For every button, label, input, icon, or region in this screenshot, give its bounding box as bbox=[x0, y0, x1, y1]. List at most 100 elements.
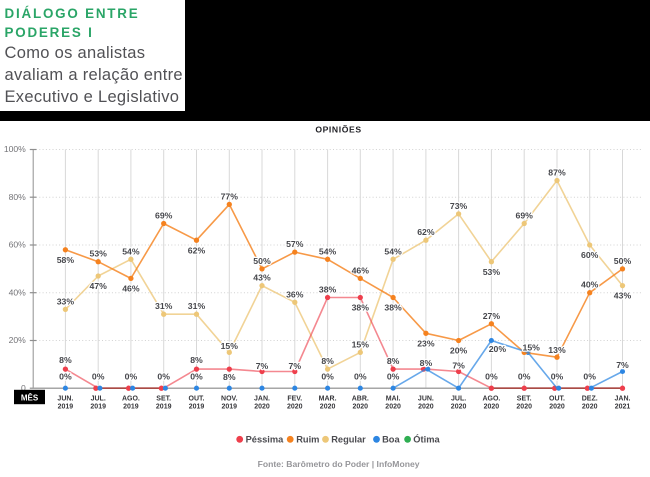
svg-text:53%: 53% bbox=[483, 267, 501, 277]
svg-text:38%: 38% bbox=[384, 303, 402, 313]
svg-text:MAR.: MAR. bbox=[319, 396, 337, 403]
svg-text:54%: 54% bbox=[319, 246, 337, 256]
svg-text:Ótima: Ótima bbox=[413, 434, 440, 445]
svg-text:77%: 77% bbox=[221, 191, 239, 201]
svg-text:20%: 20% bbox=[9, 335, 27, 345]
svg-text:SET.: SET. bbox=[517, 396, 532, 403]
svg-text:MAI.: MAI. bbox=[386, 396, 401, 403]
svg-text:7%: 7% bbox=[289, 361, 302, 371]
svg-text:2020: 2020 bbox=[287, 403, 303, 410]
svg-text:JAN.: JAN. bbox=[254, 396, 270, 403]
svg-text:Fonte: Barômetro do Poder | In: Fonte: Barômetro do Poder | InfoMoney bbox=[258, 459, 420, 469]
svg-text:54%: 54% bbox=[384, 246, 402, 256]
svg-text:Regular: Regular bbox=[331, 435, 366, 445]
svg-text:ABR.: ABR. bbox=[352, 396, 369, 403]
svg-text:0%: 0% bbox=[583, 372, 596, 382]
svg-text:0%: 0% bbox=[190, 372, 203, 382]
svg-text:2020: 2020 bbox=[582, 403, 598, 410]
svg-text:50%: 50% bbox=[253, 256, 271, 266]
svg-text:100%: 100% bbox=[4, 144, 26, 154]
svg-text:57%: 57% bbox=[286, 239, 304, 249]
svg-text:0%: 0% bbox=[518, 372, 531, 382]
svg-text:53%: 53% bbox=[90, 249, 108, 259]
svg-text:0%: 0% bbox=[354, 372, 367, 382]
svg-text:8%: 8% bbox=[387, 356, 400, 366]
svg-text:8%: 8% bbox=[420, 358, 433, 368]
svg-text:46%: 46% bbox=[122, 284, 140, 294]
svg-text:50%: 50% bbox=[614, 256, 632, 266]
svg-text:2020: 2020 bbox=[549, 403, 565, 410]
svg-text:0%: 0% bbox=[59, 372, 72, 382]
svg-text:7%: 7% bbox=[452, 361, 465, 371]
svg-text:40%: 40% bbox=[581, 280, 599, 290]
svg-text:38%: 38% bbox=[352, 303, 370, 313]
svg-text:27%: 27% bbox=[483, 311, 501, 321]
svg-text:NOV.: NOV. bbox=[221, 396, 238, 403]
svg-text:33%: 33% bbox=[57, 296, 75, 306]
svg-text:8%: 8% bbox=[59, 355, 72, 365]
svg-text:60%: 60% bbox=[581, 250, 599, 260]
svg-text:Péssima: Péssima bbox=[246, 435, 285, 445]
svg-text:15%: 15% bbox=[352, 339, 370, 349]
svg-text:AGO.: AGO. bbox=[122, 396, 140, 403]
svg-text:2019: 2019 bbox=[156, 403, 172, 410]
svg-text:2020: 2020 bbox=[353, 403, 369, 410]
svg-text:AGO.: AGO. bbox=[482, 396, 500, 403]
svg-text:0: 0 bbox=[21, 383, 26, 393]
svg-text:69%: 69% bbox=[155, 211, 173, 221]
svg-text:JAN.: JAN. bbox=[615, 396, 631, 403]
svg-text:0%: 0% bbox=[125, 372, 138, 382]
svg-text:2019: 2019 bbox=[90, 403, 106, 410]
svg-text:2020: 2020 bbox=[385, 403, 401, 410]
svg-text:43%: 43% bbox=[253, 273, 271, 283]
svg-text:20%: 20% bbox=[450, 346, 468, 356]
svg-text:58%: 58% bbox=[57, 255, 75, 265]
svg-text:Ruim: Ruim bbox=[296, 435, 319, 445]
svg-text:62%: 62% bbox=[417, 227, 435, 237]
svg-text:JUL.: JUL. bbox=[451, 396, 466, 403]
svg-text:OUT.: OUT. bbox=[189, 396, 205, 403]
svg-text:38%: 38% bbox=[319, 285, 337, 295]
svg-text:43%: 43% bbox=[614, 291, 632, 301]
svg-text:31%: 31% bbox=[188, 301, 206, 311]
svg-text:54%: 54% bbox=[122, 246, 140, 256]
svg-text:2020: 2020 bbox=[418, 403, 434, 410]
svg-text:47%: 47% bbox=[90, 281, 108, 291]
svg-text:2019: 2019 bbox=[123, 403, 139, 410]
svg-text:8%: 8% bbox=[223, 372, 236, 382]
svg-text:36%: 36% bbox=[286, 289, 304, 299]
svg-text:62%: 62% bbox=[188, 245, 206, 255]
svg-text:8%: 8% bbox=[190, 355, 203, 365]
svg-text:80%: 80% bbox=[9, 192, 27, 202]
svg-text:SET.: SET. bbox=[156, 396, 171, 403]
svg-text:31%: 31% bbox=[155, 301, 173, 311]
svg-text:2019: 2019 bbox=[189, 403, 205, 410]
svg-text:20%: 20% bbox=[489, 344, 507, 354]
svg-text:2021: 2021 bbox=[615, 403, 631, 410]
svg-text:73%: 73% bbox=[450, 201, 468, 211]
svg-text:23%: 23% bbox=[417, 338, 435, 348]
svg-text:FEV.: FEV. bbox=[287, 396, 302, 403]
svg-text:7%: 7% bbox=[616, 360, 629, 370]
svg-text:2020: 2020 bbox=[254, 403, 270, 410]
svg-text:0%: 0% bbox=[485, 372, 498, 382]
svg-text:0%: 0% bbox=[157, 372, 170, 382]
svg-text:40%: 40% bbox=[9, 287, 27, 297]
svg-text:7%: 7% bbox=[256, 361, 269, 371]
svg-text:MÊS: MÊS bbox=[21, 393, 39, 402]
svg-text:60%: 60% bbox=[9, 240, 27, 250]
svg-text:15%: 15% bbox=[221, 341, 239, 351]
svg-text:JUN.: JUN. bbox=[418, 396, 434, 403]
svg-text:2019: 2019 bbox=[58, 403, 74, 410]
svg-text:0%: 0% bbox=[387, 372, 400, 382]
svg-text:15%: 15% bbox=[523, 343, 541, 353]
svg-text:OUT.: OUT. bbox=[549, 396, 565, 403]
svg-text:Boa: Boa bbox=[382, 435, 400, 445]
svg-text:2020: 2020 bbox=[516, 403, 532, 410]
svg-text:JUN.: JUN. bbox=[57, 396, 73, 403]
svg-text:2020: 2020 bbox=[320, 403, 336, 410]
svg-text:0%: 0% bbox=[92, 372, 105, 382]
svg-text:0%: 0% bbox=[321, 372, 334, 382]
svg-text:87%: 87% bbox=[548, 168, 566, 178]
svg-text:0%: 0% bbox=[551, 372, 564, 382]
